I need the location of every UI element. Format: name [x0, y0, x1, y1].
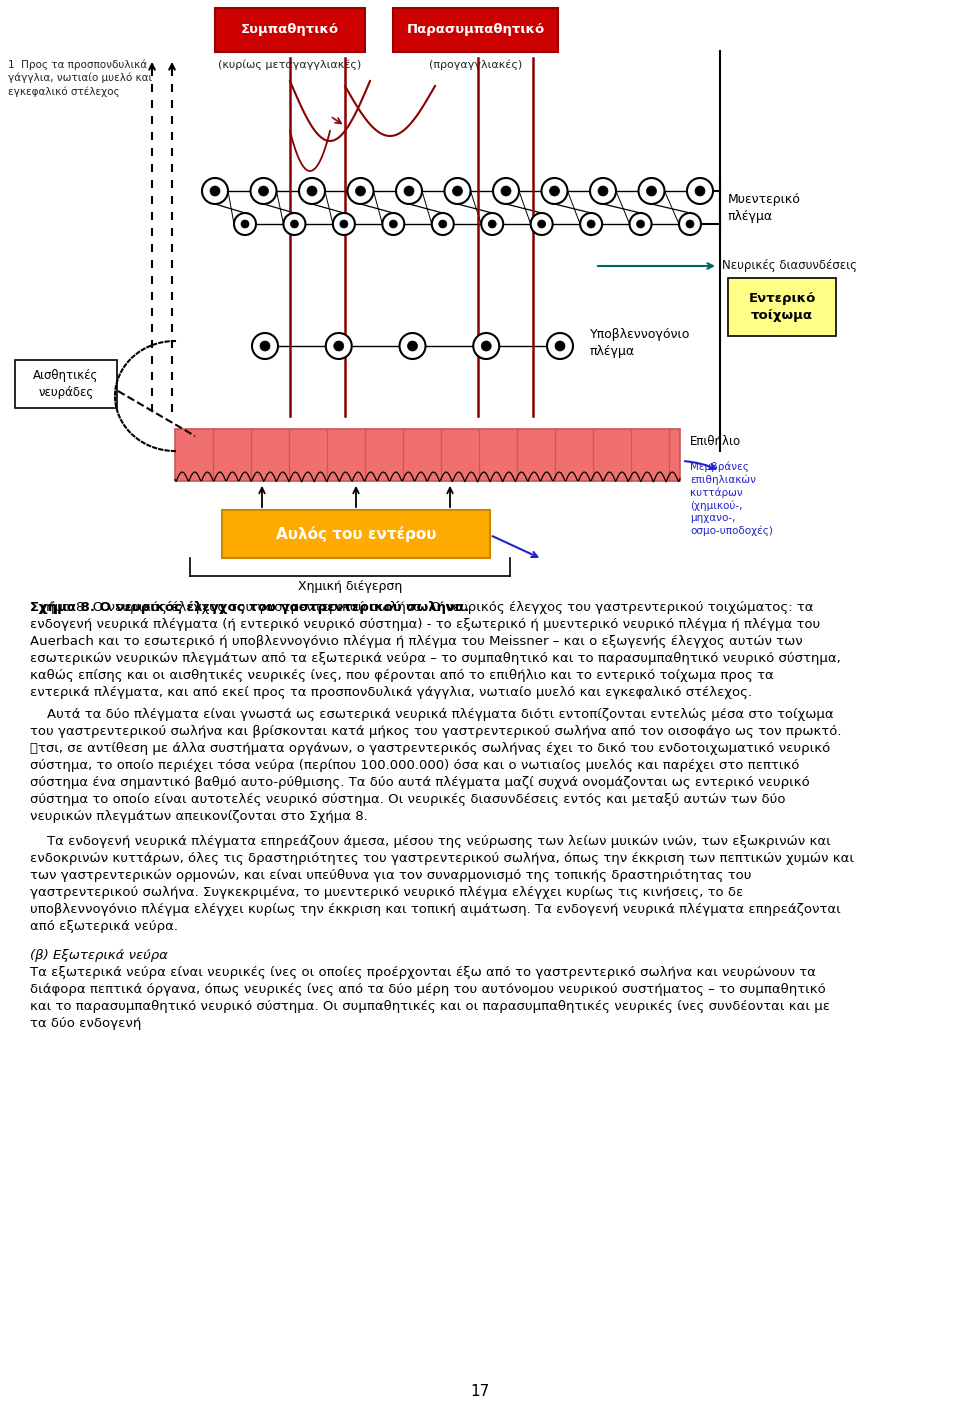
Circle shape [630, 213, 652, 234]
Text: από εξωτερικά νεύρα.: από εξωτερικά νεύρα. [30, 919, 178, 934]
Text: γαστρεντερικού σωλήνα. Συγκεκριμένα, το μυεντερικό νευρικό πλέγμα ελέγχει κυρίως: γαστρεντερικού σωλήνα. Συγκεκριμένα, το … [30, 887, 743, 899]
Circle shape [538, 220, 545, 227]
Circle shape [481, 341, 492, 351]
Circle shape [251, 178, 276, 205]
Circle shape [241, 220, 249, 227]
Circle shape [590, 178, 616, 205]
Circle shape [390, 220, 397, 227]
Circle shape [580, 213, 602, 234]
Circle shape [679, 213, 701, 234]
Text: Αισθητικές
νευράδες: Αισθητικές νευράδες [34, 369, 99, 399]
Circle shape [355, 186, 366, 196]
Text: τα δύο ενδογενή: τα δύο ενδογενή [30, 1017, 141, 1030]
Circle shape [501, 186, 511, 196]
Text: Αυτά τα δύο πλέγματα είναι γνωστά ως εσωτερικά νευρικά πλέγματα διότι εντοπίζοντ: Αυτά τα δύο πλέγματα είναι γνωστά ως εσω… [30, 708, 833, 720]
Bar [393, 9, 558, 53]
Circle shape [399, 333, 425, 360]
Circle shape [210, 186, 220, 196]
Text: 1  Προς τα προσπονδυλικά
γάγγλια, νωτιαίο μυελό και
εγκεφαλικό στέλεχος: 1 Προς τα προσπονδυλικά γάγγλια, νωτιαίο… [8, 60, 152, 97]
Text: διάφορα πεπτικά όργανα, όπως νευρικές ίνες από τα δύο μέρη του αυτόνομου νευρικο: διάφορα πεπτικά όργανα, όπως νευρικές ίν… [30, 983, 826, 996]
Circle shape [531, 213, 553, 234]
Text: νευρικών πλεγμάτων απεικονίζονται στο Σχήμα 8.: νευρικών πλεγμάτων απεικονίζονται στο Σχ… [30, 810, 368, 823]
Circle shape [452, 186, 463, 196]
Text: 17: 17 [470, 1384, 490, 1398]
Text: Χημική διέγερση: Χημική διέγερση [298, 580, 402, 593]
Text: Νευρικές διασυνδέσεις: Νευρικές διασυνδέσεις [722, 260, 857, 273]
Bar [215, 9, 365, 53]
Circle shape [333, 213, 355, 234]
Circle shape [687, 178, 713, 205]
Circle shape [541, 178, 567, 205]
Text: ενδογενή νευρικά πλέγματα (ή εντερικό νευρικό σύστημα) - το εξωτερικό ή μυεντερι: ενδογενή νευρικά πλέγματα (ή εντερικό νε… [30, 618, 820, 631]
Text: σύστημα, το οποίο περιέχει τόσα νεύρα (περίπου 100.000.000) όσα και ο νωτιαίος μ: σύστημα, το οποίο περιέχει τόσα νεύρα (π… [30, 759, 800, 772]
Circle shape [382, 213, 404, 234]
Text: καθώς επίσης και οι αισθητικές νευρικές ίνες, που φέρονται από το επιθήλιο και τ: καθώς επίσης και οι αισθητικές νευρικές … [30, 669, 774, 682]
Circle shape [348, 178, 373, 205]
Circle shape [299, 178, 325, 205]
Text: και το παρασυμπαθητικό νευρικό σύστημα. Οι συμπαθητικές και οι παρασυμπαθητικές : και το παρασυμπαθητικό νευρικό σύστημα. … [30, 1000, 830, 1013]
Circle shape [555, 341, 565, 351]
Circle shape [202, 178, 228, 205]
Text: Παρασυμπαθητικό: Παρασυμπαθητικό [407, 24, 545, 37]
Circle shape [252, 333, 278, 360]
Circle shape [549, 186, 560, 196]
Circle shape [432, 213, 454, 234]
Circle shape [439, 220, 446, 227]
Circle shape [636, 220, 644, 227]
Circle shape [588, 220, 595, 227]
Circle shape [396, 178, 422, 205]
Text: Μεμβράνες
επιθηλιακών
κυττάρων
(χημικού-,
μηχανο-,
οσμο-υποδοχές): Μεμβράνες επιθηλιακών κυττάρων (χημικού-… [690, 460, 773, 536]
Circle shape [473, 333, 499, 360]
Circle shape [547, 333, 573, 360]
Text: (κυρίως μεταγαγγλιακές): (κυρίως μεταγαγγλιακές) [218, 60, 362, 70]
Circle shape [283, 213, 305, 234]
Text: των γαστρεντερικών ορμονών, και είναι υπεύθυνα για τον συναρμονισμό της τοπικής : των γαστρεντερικών ορμονών, και είναι υπ… [30, 870, 752, 882]
Text: σύστημα το οποίο είναι αυτοτελές νευρικό σύστημα. Οι νευρικές διασυνδέσεις εντός: σύστημα το οποίο είναι αυτοτελές νευρικό… [30, 793, 785, 806]
Circle shape [325, 333, 351, 360]
Circle shape [340, 220, 348, 227]
Bar [15, 360, 117, 408]
Circle shape [407, 341, 418, 351]
Circle shape [291, 220, 299, 227]
Bar [222, 510, 490, 558]
Circle shape [260, 341, 270, 351]
Text: ενδοκρινών κυττάρων, όλες τις δραστηριότητες του γαστρεντερικού σωλήνα, όπως την: ενδοκρινών κυττάρων, όλες τις δραστηριότ… [30, 853, 854, 865]
Circle shape [307, 186, 317, 196]
Circle shape [598, 186, 608, 196]
Text: σύστημα ένα σημαντικό βαθμό αυτο-ρύθμισης. Τα δύο αυτά πλέγματα μαζί συχνά ονομά: σύστημα ένα σημαντικό βαθμό αυτο-ρύθμιση… [30, 776, 809, 789]
Text: Μυεντερικό
πλέγμα: Μυεντερικό πλέγμα [728, 193, 801, 223]
Text: Τα εξωτερικά νεύρα είναι νευρικές ίνες οι οποίες προέρχονται έξω από το γαστρεντ: Τα εξωτερικά νεύρα είναι νευρικές ίνες ο… [30, 966, 816, 979]
Circle shape [258, 186, 269, 196]
Circle shape [638, 178, 664, 205]
Circle shape [695, 186, 705, 196]
Circle shape [481, 213, 503, 234]
Text: Συμπαθητικό: Συμπαθητικό [241, 24, 339, 37]
Bar [175, 429, 680, 480]
Text: ΍τσι, σε αντίθεση με άλλα συστήματα οργάνων, ο γαστρεντερικός σωλήνας έχει το δι: ΍τσι, σε αντίθεση με άλλα συστήματα οργά… [30, 742, 830, 755]
Text: (προγαγγλιακές): (προγαγγλιακές) [429, 60, 522, 70]
Text: Auerbach και το εσωτερικό ή υποβλεννογόνιο πλέγμα ή πλέγμα του Meissner – και ο : Auerbach και το εσωτερικό ή υποβλεννογόν… [30, 635, 803, 648]
Circle shape [646, 186, 657, 196]
Bar [728, 279, 836, 335]
Text: Επιθήλιο: Επιθήλιο [690, 435, 741, 448]
Text: του γαστρεντερικού σωλήνα και βρίσκονται κατά μήκος του γαστρεντερικού σωλήνα απ: του γαστρεντερικού σωλήνα και βρίσκονται… [30, 725, 842, 737]
Text: Σχήμα 8. Ο νευρικός έλεγχος του γαστρεντερικού σωλήνα.: Σχήμα 8. Ο νευρικός έλεγχος του γαστρεντ… [30, 601, 469, 614]
Circle shape [404, 186, 414, 196]
Circle shape [444, 178, 470, 205]
Text: Εντερικό
τοίχωμα: Εντερικό τοίχωμα [748, 291, 816, 323]
Circle shape [234, 213, 256, 234]
Circle shape [686, 220, 694, 227]
Text: Τα ενδογενή νευρικά πλέγματα επηρεάζουν άμεσα, μέσου της νεύρωσης των λείων μυικ: Τα ενδογενή νευρικά πλέγματα επηρεάζουν … [30, 836, 830, 848]
Circle shape [334, 341, 344, 351]
Text: (β) Εξωτερικά νεύρα: (β) Εξωτερικά νεύρα [30, 949, 168, 962]
Text: Σχήμα 8. Ο νευρικός έλεγχος του γαστρεντερικού σωλήνα. Ο νευρικός έλεγχος του γα: Σχήμα 8. Ο νευρικός έλεγχος του γαστρεντ… [30, 601, 813, 614]
Circle shape [489, 220, 496, 227]
Text: εντερικά πλέγματα, και από εκεί προς τα προσπονδυλικά γάγγλια, νωτιαίο μυελό και: εντερικά πλέγματα, και από εκεί προς τα … [30, 686, 752, 699]
Text: υποβλεννογόνιο πλέγμα ελέγχει κυρίως την έκκριση και τοπική αιμάτωση. Τα ενδογεν: υποβλεννογόνιο πλέγμα ελέγχει κυρίως την… [30, 902, 841, 917]
Text: εσωτερικών νευρικών πλεγμάτων από τα εξωτερικά νεύρα – το συμπαθητικό και το παρ: εσωτερικών νευρικών πλεγμάτων από τα εξω… [30, 652, 841, 665]
Text: Υποβλεννογόνιο
πλέγμα: Υποβλεννογόνιο πλέγμα [590, 328, 690, 358]
Text: Αυλός του εντέρου: Αυλός του εντέρου [276, 526, 436, 541]
Circle shape [493, 178, 519, 205]
